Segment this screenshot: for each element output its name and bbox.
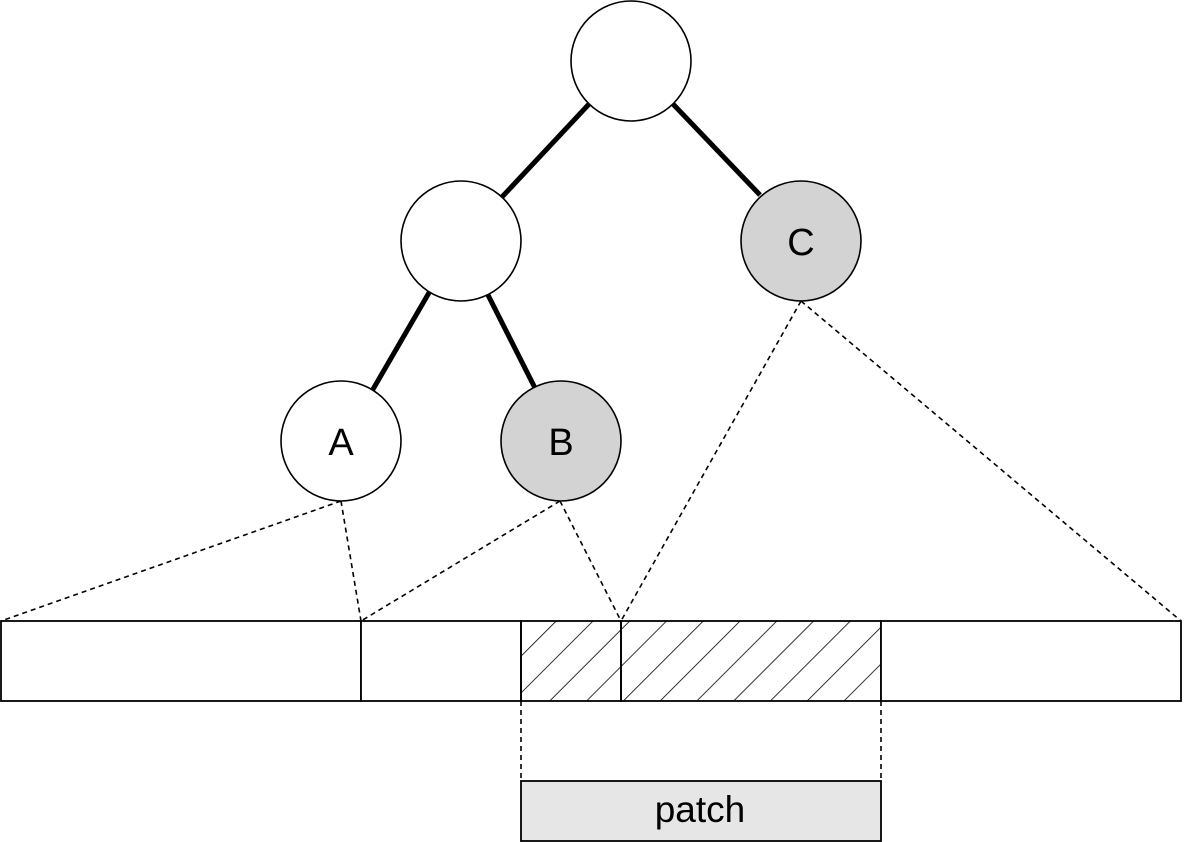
edge-left-b bbox=[485, 293, 538, 390]
projection-a-right bbox=[340, 500, 362, 622]
node-c bbox=[740, 180, 862, 302]
node-b-label: B bbox=[548, 422, 573, 464]
projection-b-right bbox=[559, 500, 622, 622]
segment-c-plain bbox=[880, 620, 1182, 702]
segment-c-hatched bbox=[620, 620, 882, 702]
segment-a bbox=[0, 620, 362, 702]
segment-b-plain bbox=[360, 620, 522, 702]
projection-c-right bbox=[800, 300, 1182, 622]
node-left bbox=[400, 180, 522, 302]
node-root bbox=[570, 0, 692, 122]
node-b bbox=[500, 380, 622, 502]
projection-b-left bbox=[360, 500, 561, 622]
segment-b-hatched bbox=[520, 620, 622, 702]
patch-label: patch bbox=[655, 789, 746, 830]
edge-root-left bbox=[500, 101, 592, 199]
edge-left-a bbox=[369, 289, 433, 393]
node-a-label: A bbox=[328, 422, 354, 464]
projection-c-left bbox=[620, 300, 802, 622]
node-a bbox=[280, 380, 402, 502]
patch-box bbox=[520, 780, 882, 842]
projection-a-left bbox=[0, 500, 342, 622]
edge-root-c bbox=[670, 101, 762, 197]
node-c-label: C bbox=[787, 222, 814, 264]
